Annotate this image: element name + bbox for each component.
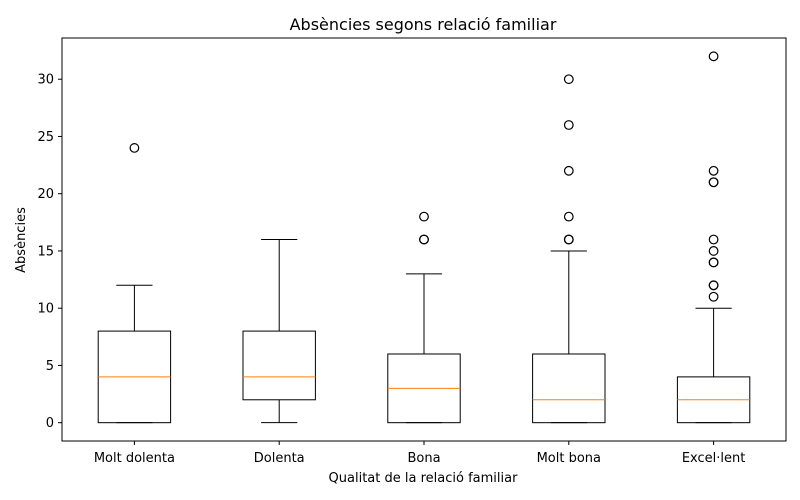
x-tick-label: Dolenta (254, 451, 305, 466)
outlier-point (708, 280, 719, 291)
outlier-point (708, 234, 719, 245)
box-group (97, 143, 172, 424)
outlier-point (563, 74, 574, 85)
x-tick-label: Molt bona (537, 451, 601, 466)
outlier-point (563, 120, 574, 130)
outlier-point (708, 291, 719, 302)
outlier-point (419, 234, 429, 245)
y-tick-label: 20 (37, 187, 54, 202)
outlier-point (708, 51, 719, 62)
box-iqr (532, 353, 606, 424)
box-group (532, 74, 606, 424)
x-tick-label: Molt dolenta (94, 451, 175, 466)
box-group (242, 239, 316, 424)
boxes-group (97, 51, 751, 424)
outlier-point (708, 257, 719, 268)
outlier-point (563, 211, 574, 222)
x-axis-title: Qualitat de la relació familiar (329, 471, 519, 486)
y-tick-label: 5 (46, 359, 54, 374)
y-tick-label: 10 (37, 302, 54, 317)
outlier-point (708, 246, 719, 256)
x-tick-label: Bona (407, 451, 440, 466)
outlier-point (708, 165, 719, 176)
box-group (387, 211, 461, 424)
outlier-point (708, 177, 719, 188)
box-iqr (242, 330, 316, 401)
y-tick-label: 25 (37, 130, 54, 145)
outlier-point (563, 234, 574, 245)
outlier-point (419, 211, 429, 222)
y-tick-label: 0 (46, 416, 54, 431)
chart-title: Absències segons relació familiar (290, 15, 557, 34)
outlier-point (563, 165, 574, 176)
x-tick-label: Excel·lent (682, 451, 746, 466)
y-tick-label: 30 (37, 73, 54, 88)
y-axis-title: Absències (14, 207, 29, 273)
y-axis: 0 5 10 15 20 25 30 (37, 73, 62, 431)
x-axis: Molt dolenta Dolenta Bona Molt bona Excel·le… (94, 441, 746, 466)
y-tick-label: 15 (37, 244, 54, 259)
box-group (676, 51, 751, 424)
outlier-point (129, 143, 140, 153)
